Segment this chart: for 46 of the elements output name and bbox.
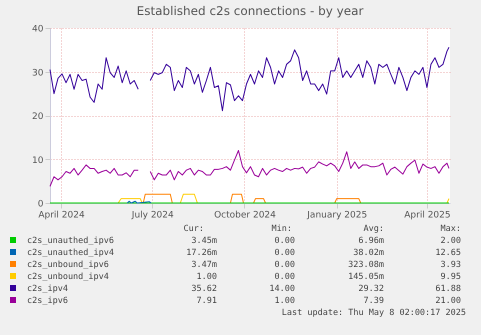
text: 2.00 (440, 236, 461, 246)
text: Last update: Thu May 8 02:00:17 2025 (282, 308, 466, 318)
text: Min: (272, 224, 292, 234)
legend-label: c2s_unauthed_ipv4 (27, 248, 114, 258)
x-tick-label: October 2024 (214, 210, 276, 220)
y-tick-label: 0 (38, 200, 44, 210)
text: 7.39 (364, 296, 384, 306)
text: 0.00 (274, 260, 295, 270)
text: 21.00 (435, 296, 461, 306)
text: 1.00 (196, 272, 217, 282)
text: 61.88 (435, 284, 461, 294)
y-tick-label: 30 (32, 68, 44, 78)
y-tick-label: 20 (32, 112, 44, 122)
text: 6.96m (358, 236, 384, 246)
text: 7.91 (196, 296, 217, 306)
text: 17.26m (186, 248, 217, 258)
text: 3.93 (440, 260, 461, 270)
legend-label: c2s_unbound_ipv6 (27, 260, 109, 270)
text: 145.05m (348, 272, 384, 282)
text: 38.02m (353, 248, 384, 258)
chart-title: Established c2s connections - by year (136, 4, 364, 18)
legend-label: c2s_unauthed_ipv6 (27, 236, 114, 246)
legend-label: c2s_ipv4 (27, 284, 68, 294)
y-tick-label: 10 (32, 156, 44, 166)
text: Avg: (364, 224, 384, 234)
legend-label: c2s_ipv6 (27, 296, 68, 306)
text: 35.62 (191, 284, 217, 294)
x-tick-label: July 2024 (130, 210, 174, 220)
x-tick-label: April 2024 (38, 210, 85, 220)
text: 1.00 (274, 296, 295, 306)
text: Cur: (184, 224, 204, 234)
text: 9.95 (440, 272, 461, 282)
text: 3.45m (191, 236, 217, 246)
text: 14.00 (269, 284, 295, 294)
x-tick-label: January 2025 (306, 210, 368, 220)
text: 0.00 (274, 236, 295, 246)
text: 12.65 (435, 248, 461, 258)
text: 0.00 (274, 248, 295, 258)
text: 29.32 (358, 284, 384, 294)
text: Max: (440, 224, 461, 234)
x-tick-label: April 2025 (404, 210, 451, 220)
text: 0.00 (274, 272, 295, 282)
text: 3.47m (191, 260, 217, 270)
y-tick-label: 40 (32, 24, 44, 34)
text: 323.08m (348, 260, 384, 270)
legend-label: c2s_unbound_ipv4 (27, 272, 109, 282)
